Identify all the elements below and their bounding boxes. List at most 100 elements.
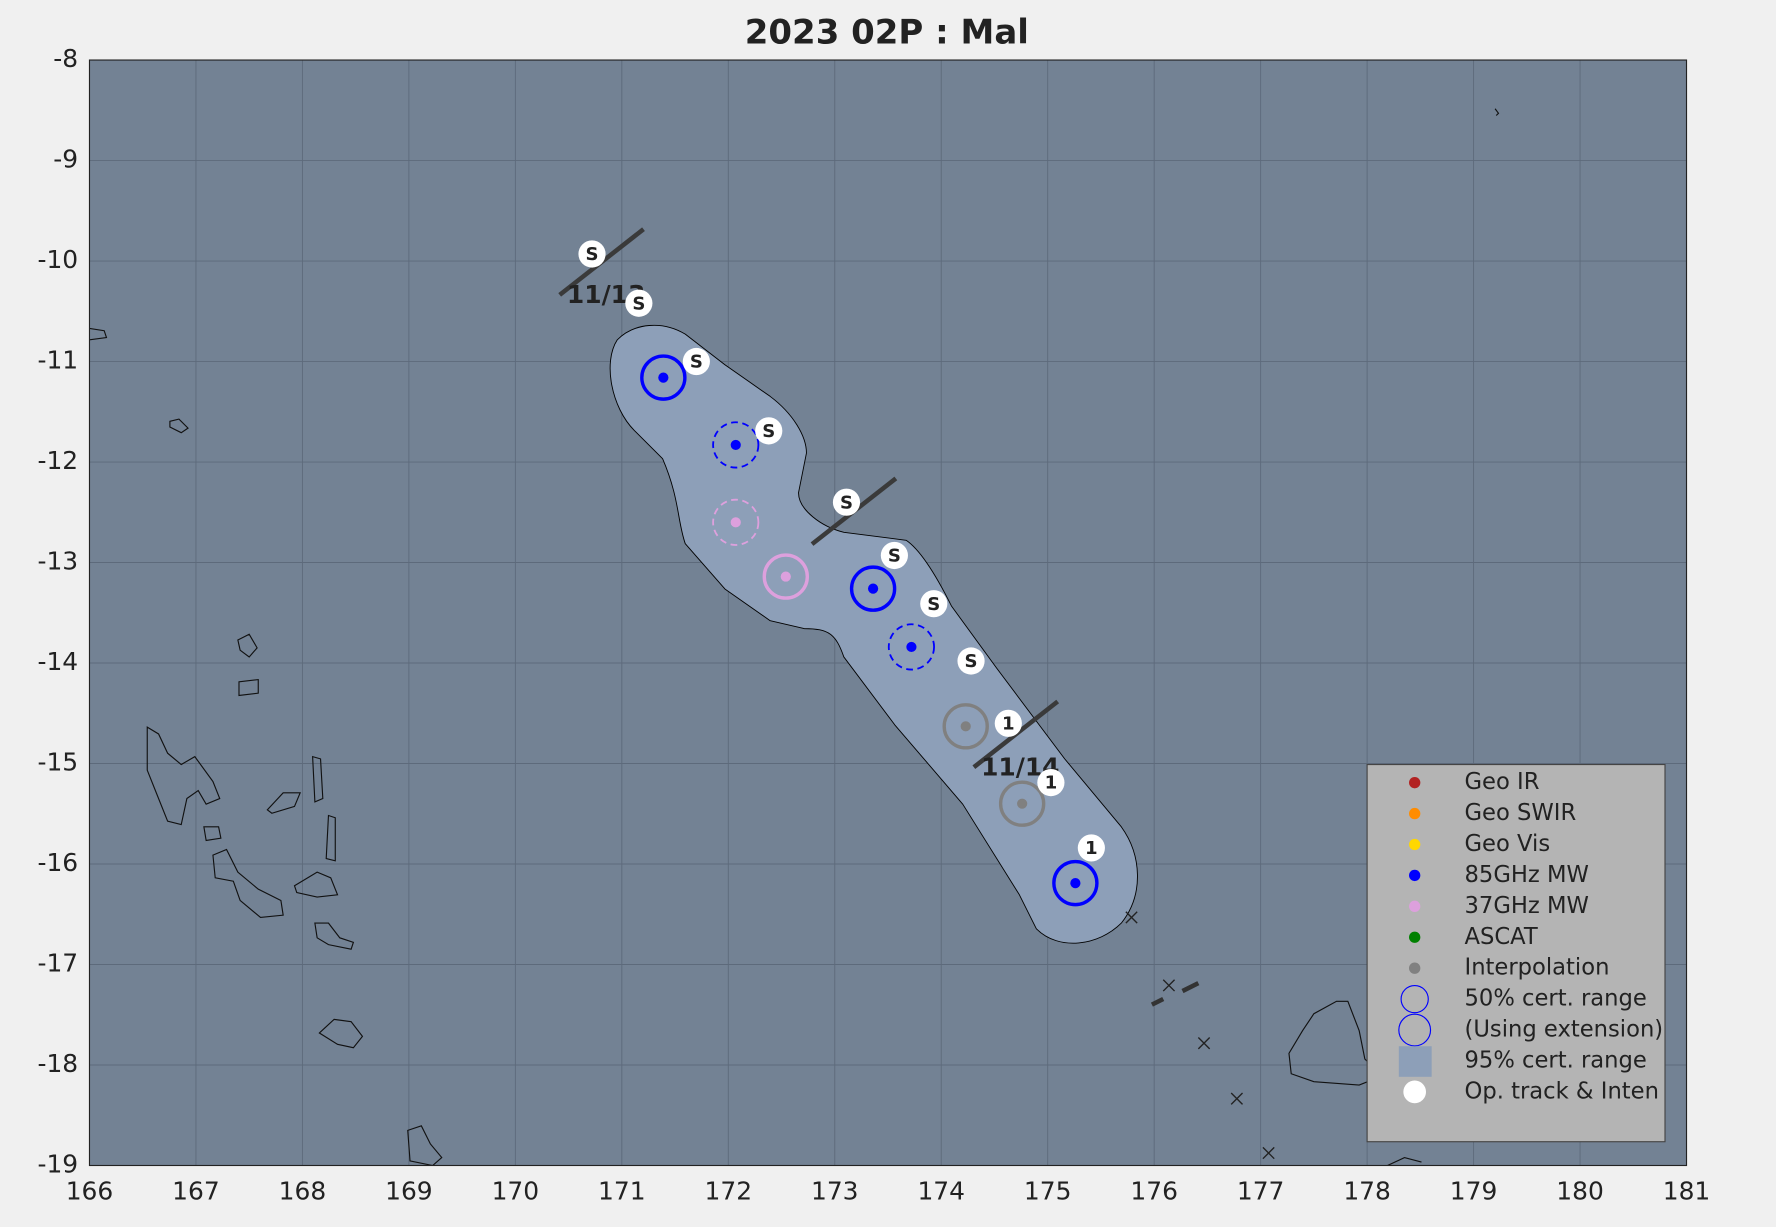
island <box>212 848 284 919</box>
legend-label: Geo Vis <box>1465 831 1551 857</box>
y-tick-label: -16 <box>37 848 78 877</box>
fix-ring <box>849 565 897 612</box>
legend-marker <box>1400 984 1429 1014</box>
legend-marker <box>1409 931 1421 943</box>
x-tick-label: 172 <box>705 1177 753 1206</box>
intensity-label: S <box>632 293 645 314</box>
island <box>89 327 108 341</box>
x-tick-label: 180 <box>1556 1177 1604 1206</box>
island <box>203 826 222 842</box>
fix-ring <box>762 553 810 600</box>
fix-dot <box>730 517 741 528</box>
op-track-point <box>755 417 783 445</box>
legend <box>1366 763 1666 1143</box>
legend-marker <box>1409 962 1421 974</box>
legend-label: (Using extension) <box>1465 1017 1664 1043</box>
fix-dot <box>730 439 741 451</box>
intensity-label: S <box>965 651 978 672</box>
op-track-point <box>1077 834 1105 862</box>
x-tick-label: 168 <box>279 1177 327 1206</box>
fix-ring <box>887 623 935 671</box>
fix-dot <box>906 641 917 653</box>
chart-title: 2023 02P : Mal <box>745 12 1029 52</box>
island <box>237 633 258 658</box>
intensity-label: 1 <box>1002 713 1015 734</box>
legend-label: 85GHz MW <box>1465 862 1589 888</box>
legend-marker <box>1409 900 1421 913</box>
fix-ring <box>1052 859 1099 907</box>
fix-dot <box>960 721 971 732</box>
legend-label: 95% cert. range <box>1465 1047 1647 1073</box>
x-tick-label: 181 <box>1663 1177 1711 1206</box>
island <box>312 755 324 803</box>
island <box>318 1018 364 1049</box>
legend-items: Geo IR Geo SWIR Geo Vis 85GHz MW 37GHz MW ASC… <box>1398 769 1664 1104</box>
fix-ring <box>712 421 760 469</box>
island <box>146 726 221 826</box>
fix-dot <box>780 571 791 582</box>
x-tick-label: 171 <box>598 1177 646 1206</box>
fix-dot <box>1070 878 1081 889</box>
other-track <box>1125 911 1275 1160</box>
island <box>1288 1000 1383 1086</box>
intensity-label: S <box>762 421 775 442</box>
op-track-point <box>880 541 908 570</box>
y-tick-label: -12 <box>37 446 78 475</box>
op-track-point <box>994 709 1022 737</box>
x-tick-label: 170 <box>492 1177 540 1206</box>
y-tick-label: -19 <box>37 1149 78 1178</box>
legend-marker <box>1398 1013 1432 1047</box>
intensity-label: S <box>585 244 598 265</box>
intensity-label: S <box>840 492 853 513</box>
legend-marker <box>1409 869 1421 882</box>
x-tick-label: 174 <box>917 1177 965 1206</box>
island <box>407 1125 443 1166</box>
fix-ring <box>640 354 687 401</box>
island <box>325 814 336 862</box>
x-tick-label: 179 <box>1450 1177 1498 1206</box>
intensity-label: 1 <box>1045 773 1058 794</box>
island <box>266 792 302 814</box>
y-tick-label: -8 <box>53 44 78 73</box>
land <box>89 108 1500 1166</box>
op-track-point <box>920 590 948 618</box>
legend-label: Op. track & Inten <box>1465 1078 1659 1104</box>
fix-dot <box>867 583 879 594</box>
y-tick-label: -14 <box>37 647 78 676</box>
island <box>238 678 259 697</box>
x-tick-label: 178 <box>1343 1177 1391 1206</box>
x-tick-label: 176 <box>1130 1177 1178 1206</box>
intensity-label: S <box>690 352 703 373</box>
island <box>1387 1156 1422 1166</box>
intensity-label: S <box>888 546 901 567</box>
op-track-point <box>625 289 653 317</box>
plot-frame <box>88 59 1688 1167</box>
y-tick-label: -11 <box>37 346 78 375</box>
fix-ring <box>942 703 989 750</box>
op-track-point <box>957 647 985 675</box>
legend-label: ASCAT <box>1465 924 1538 950</box>
fix-dot <box>1017 798 1028 809</box>
y-tick-label: -10 <box>37 245 78 274</box>
island <box>1494 108 1500 116</box>
op-track-point <box>1037 769 1065 797</box>
intensity-label: S <box>927 594 940 615</box>
legend-marker <box>1409 838 1421 851</box>
y-tick-label: -17 <box>37 949 78 978</box>
x-tick-label: 177 <box>1237 1177 1285 1206</box>
legend-label: Geo SWIR <box>1465 800 1577 826</box>
island <box>169 418 189 434</box>
op-track-point <box>578 240 606 268</box>
legend-marker <box>1409 776 1421 789</box>
island <box>314 922 355 950</box>
y-tick-label: -15 <box>37 748 78 777</box>
x-tick-label: 175 <box>1024 1177 1072 1206</box>
legend-label: 50% cert. range <box>1465 986 1647 1012</box>
x-tick-label: 167 <box>172 1177 220 1206</box>
fix-ring <box>998 780 1046 827</box>
y-tick-label: -18 <box>37 1049 78 1078</box>
op-track-point <box>832 488 861 516</box>
